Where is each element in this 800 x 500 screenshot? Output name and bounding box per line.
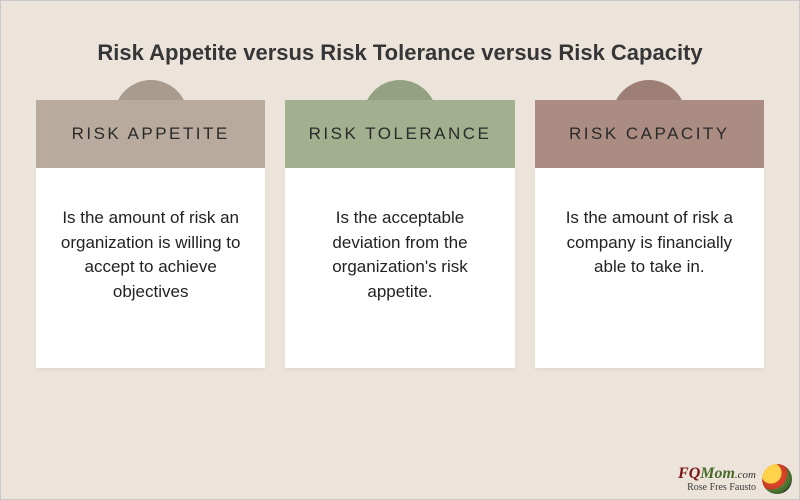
card-label: RISK CAPACITY [569, 124, 730, 144]
card-risk-capacity: RISK CAPACITY Is the amount of risk a co… [535, 100, 764, 368]
brand-main: FQMom.com [678, 466, 756, 482]
card-risk-tolerance: RISK TOLERANCE Is the acceptable deviati… [285, 100, 514, 368]
card-body: Is the acceptable deviation from the org… [285, 168, 514, 368]
card-risk-appetite: RISK APPETITE Is the amount of risk an o… [36, 100, 265, 368]
card-body: Is the amount of risk an organization is… [36, 168, 265, 368]
brand-logo-icon [762, 464, 792, 494]
card-header: RISK APPETITE [36, 100, 265, 168]
card-header: RISK CAPACITY [535, 100, 764, 168]
brand-text: FQMom.com Rose Fres Fausto [678, 466, 756, 493]
brand-footer: FQMom.com Rose Fres Fausto [678, 464, 792, 494]
card-body: Is the amount of risk a company is finan… [535, 168, 764, 368]
brand-author: Rose Fres Fausto [687, 483, 756, 493]
card-label: RISK APPETITE [72, 124, 230, 144]
brand-mom: Mom [700, 465, 735, 482]
cards-row: RISK APPETITE Is the amount of risk an o… [0, 100, 800, 368]
card-header: RISK TOLERANCE [285, 100, 514, 168]
brand-fq: FQ [678, 465, 700, 482]
card-label: RISK TOLERANCE [309, 124, 492, 144]
brand-dotcom: .com [735, 469, 756, 481]
